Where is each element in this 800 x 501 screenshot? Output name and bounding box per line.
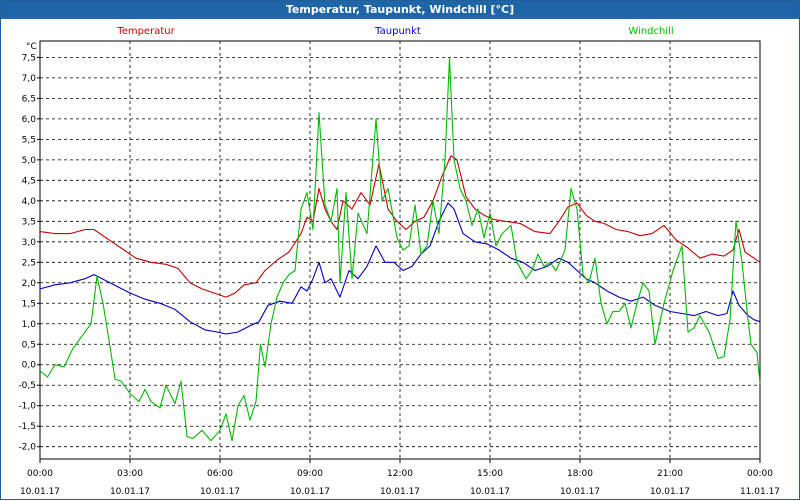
y-tick-label: 0,5 (22, 340, 36, 350)
y-tick-label: -1,0 (18, 402, 36, 412)
y-tick-label: 3,0 (22, 238, 37, 248)
x-tick-time: 21:00 (657, 469, 683, 479)
y-tick-label: -0,5 (18, 381, 36, 391)
y-tick-label: 3,5 (22, 217, 36, 227)
x-tick-date: 10.01.17 (380, 487, 420, 497)
x-tick-date: 11.01.17 (740, 487, 780, 497)
x-tick-time: 18:00 (567, 469, 593, 479)
x-tick-time: 00:00 (27, 469, 53, 479)
y-tick-label: 6,5 (22, 94, 36, 104)
y-tick-label: 2,5 (22, 258, 36, 268)
window-title: Temperatur, Taupunkt, Windchill [°C] (1, 1, 799, 19)
x-tick-time: 09:00 (297, 469, 323, 479)
y-tick-label: 1,5 (22, 299, 36, 309)
y-tick-label: 4,5 (22, 176, 36, 186)
legend-windchill: Windchill (628, 26, 673, 37)
y-tick-label: 6,0 (22, 115, 37, 125)
y-tick-label: -1,5 (18, 422, 36, 432)
series-line-taupunkt (39, 202, 761, 335)
y-tick-label: 2,0 (22, 279, 37, 289)
x-tick-date: 10.01.17 (560, 487, 600, 497)
x-tick-date: 10.01.17 (200, 487, 240, 497)
x-tick-time: 06:00 (207, 469, 233, 479)
y-tick-label: 5,5 (22, 135, 36, 145)
x-tick-time: 00:00 (747, 469, 773, 479)
y-tick-label: 4,0 (22, 197, 37, 207)
y-tick-label: 1,0 (22, 320, 37, 330)
x-tick-date: 10.01.17 (470, 487, 510, 497)
y-tick-label: -2,0 (18, 443, 36, 453)
y-tick-label: 7,5 (22, 53, 36, 63)
y-tick-label: 5,0 (22, 156, 37, 166)
legend-temperatur: Temperatur (116, 26, 175, 37)
x-tick-time: 12:00 (387, 469, 413, 479)
series-line-temperatur (39, 155, 761, 298)
y-tick-label: 7,0 (22, 74, 37, 84)
x-tick-date: 10.01.17 (110, 487, 150, 497)
legend-taupunkt: Taupunkt (374, 26, 421, 37)
series-line-windchill (39, 56, 761, 442)
x-tick-time: 03:00 (117, 469, 143, 479)
x-tick-date: 10.01.17 (650, 487, 690, 497)
x-tick-time: 15:00 (477, 469, 503, 479)
x-tick-date: 10.01.17 (20, 487, 60, 497)
y-axis-label: °C (26, 42, 37, 52)
x-tick-date: 10.01.17 (290, 487, 330, 497)
y-tick-label: 0,0 (22, 361, 37, 371)
